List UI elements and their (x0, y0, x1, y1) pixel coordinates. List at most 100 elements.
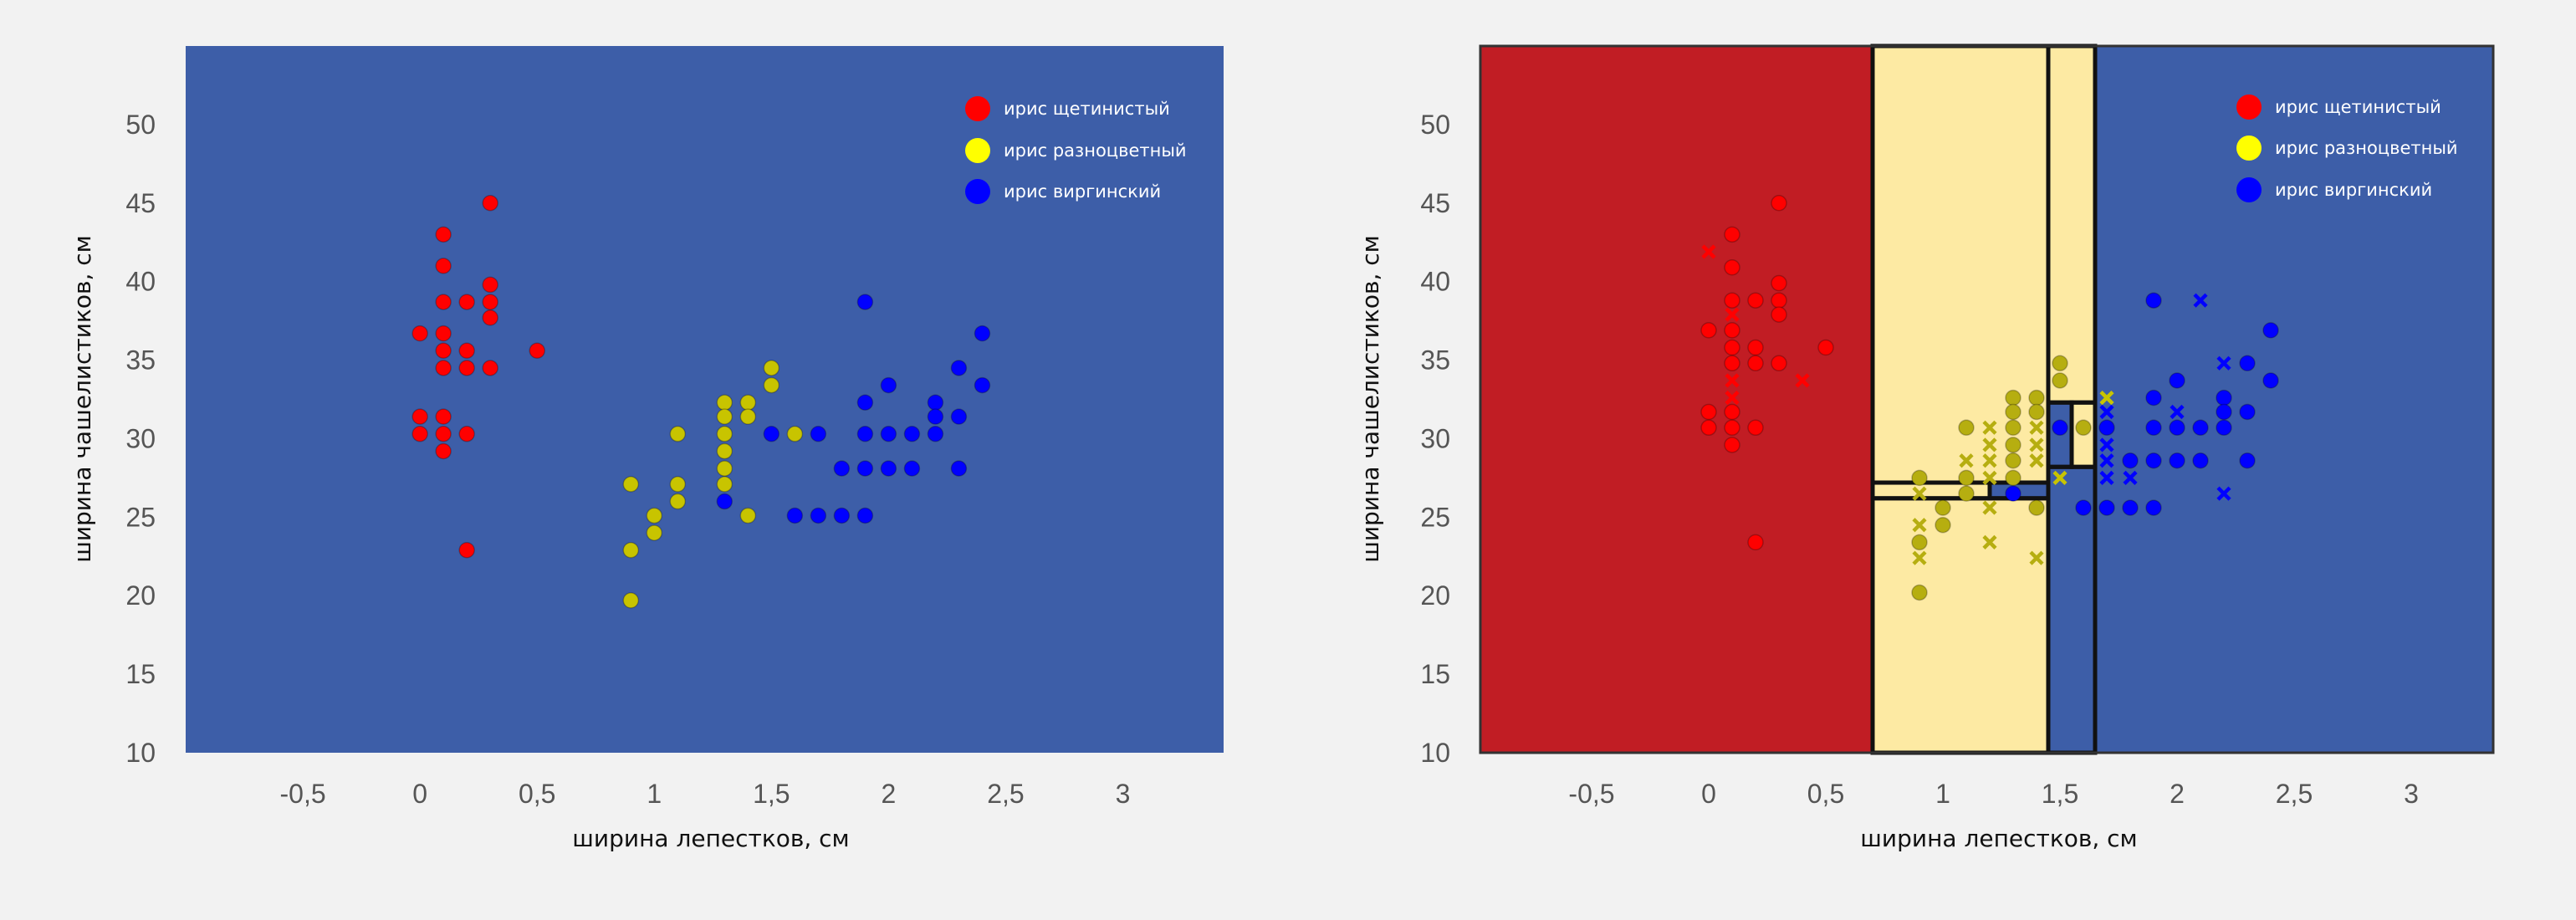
point-versicolor (716, 460, 733, 477)
point-x-virginica (2193, 293, 2208, 308)
x-tick-label: 0 (1701, 779, 1716, 809)
point-x-versicolor (2029, 420, 2044, 435)
point-setosa (1724, 322, 1740, 339)
plot-area (186, 46, 1224, 753)
point-virginica (927, 426, 944, 442)
point-x-setosa (1795, 373, 1810, 388)
point-x-setosa (1701, 244, 1716, 259)
point-setosa (1700, 419, 1717, 437)
point-setosa (1724, 403, 1740, 421)
legend-label-setosa: ирис щетинистый (2275, 97, 2441, 117)
region-versicolor (1873, 498, 2048, 753)
y-tick-label: 30 (125, 423, 156, 453)
point-virginica (2262, 322, 2279, 339)
point-virginica (2145, 419, 2162, 437)
point-versicolor (763, 376, 780, 394)
point-x-virginica (2123, 470, 2138, 485)
x-tick-label: -0,5 (279, 779, 325, 809)
point-versicolor (1958, 419, 1975, 437)
point-virginica (856, 507, 874, 524)
point-setosa (435, 258, 452, 274)
point-x-virginica (2099, 470, 2114, 485)
y-tick-label: 20 (125, 580, 156, 611)
point-x-versicolor (1982, 470, 1997, 485)
point-virginica (950, 460, 968, 477)
y-tick-label: 25 (125, 502, 156, 532)
point-virginica (2169, 452, 2185, 469)
point-virginica (716, 493, 733, 510)
x-tick-label: 2,5 (2276, 779, 2313, 809)
point-setosa (1817, 339, 1834, 356)
point-versicolor (2052, 355, 2068, 372)
point-virginica (2239, 403, 2256, 421)
legend-label-virginica: ирис виргинский (2275, 180, 2432, 200)
x-tick-label: 0 (412, 779, 427, 809)
point-setosa (1771, 355, 1787, 372)
point-virginica (880, 426, 897, 442)
x-tick-labels: -0,5 0 0,5 1 1,5 2 2,5 3 (279, 779, 1130, 809)
point-versicolor (1935, 499, 1951, 516)
point-virginica (2192, 419, 2209, 437)
point-setosa (529, 342, 545, 360)
x-tick-label: 3 (1116, 779, 1131, 809)
decision-regions (1479, 43, 2495, 755)
point-virginica (2239, 355, 2256, 372)
x-tick-label: 2,5 (987, 779, 1024, 809)
point-versicolor (716, 442, 733, 460)
point-setosa (435, 442, 452, 460)
point-virginica (786, 507, 804, 524)
point-virginica (950, 408, 968, 425)
y-tick-label: 40 (1420, 267, 1450, 297)
point-setosa (435, 294, 452, 310)
point-setosa (1747, 419, 1764, 437)
data-points (411, 195, 991, 609)
region-virginica (2095, 46, 2493, 753)
x-tick-label: 0,5 (1807, 779, 1844, 809)
point-virginica (2239, 452, 2256, 469)
x-tick-label: 1,5 (2042, 779, 2078, 809)
point-setosa (1747, 355, 1764, 372)
point-x-versicolor (1982, 437, 1997, 452)
point-setosa (1724, 437, 1740, 453)
legend: ирис щетинистый ирис разноцветный ирис в… (965, 96, 1187, 204)
point-setosa (1724, 259, 1740, 276)
point-x-virginica (2099, 404, 2114, 420)
x-tick-label: 0,5 (519, 779, 555, 809)
y-tick-label: 40 (125, 267, 156, 297)
point-virginica (2216, 389, 2232, 406)
point-virginica (2122, 499, 2139, 516)
point-versicolor (2052, 372, 2068, 389)
x-tick-label: -0,5 (1568, 779, 1614, 809)
point-x-versicolor (1982, 420, 1997, 435)
legend-label-versicolor: ирис разноцветный (1004, 141, 1187, 161)
point-virginica (2122, 452, 2139, 469)
point-versicolor (716, 476, 733, 493)
point-versicolor (739, 408, 757, 425)
point-x-versicolor (1912, 550, 1927, 565)
x-axis-label: ширина лепестков, см (572, 825, 849, 852)
legend-label-virginica: ирис виргинский (1004, 181, 1161, 202)
point-setosa (1724, 226, 1740, 243)
point-virginica (903, 426, 921, 442)
point-versicolor (716, 426, 733, 442)
legend-label-setosa: ирис щетинистый (1004, 99, 1170, 119)
point-setosa (435, 325, 452, 342)
x-tick-label: 2 (882, 779, 897, 809)
point-versicolor (669, 476, 687, 493)
point-versicolor (622, 476, 640, 493)
y-tick-labels: 10 15 20 25 30 35 40 45 50 (1420, 110, 1450, 768)
point-versicolor (716, 408, 733, 425)
point-virginica (2145, 499, 2162, 516)
point-setosa (482, 276, 498, 294)
point-versicolor (669, 493, 687, 510)
point-versicolor (2028, 389, 2045, 406)
region-versicolor (1873, 46, 2048, 483)
x-tick-label: 1,5 (753, 779, 790, 809)
y-tick-labels: 10 15 20 25 30 35 40 45 50 (125, 110, 156, 768)
y-tick-label: 10 (125, 738, 156, 768)
point-x-versicolor (1912, 486, 1927, 501)
y-tick-label: 35 (125, 345, 156, 376)
point-versicolor (739, 507, 757, 524)
point-setosa (1771, 292, 1787, 309)
